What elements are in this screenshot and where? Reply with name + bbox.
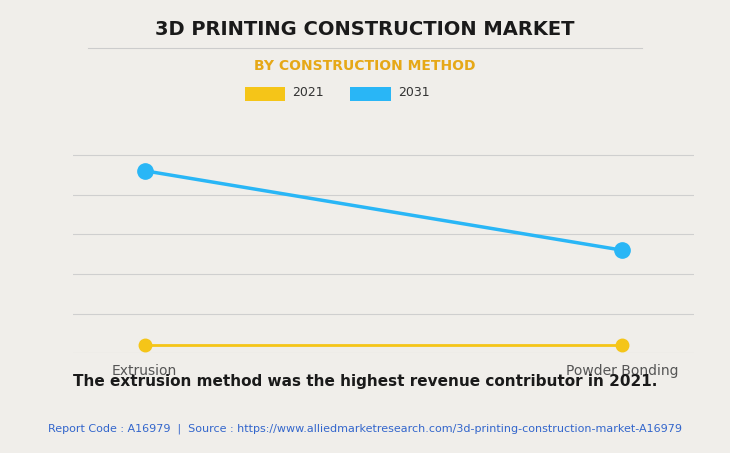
Text: 2021: 2021 [292,87,323,99]
Text: BY CONSTRUCTION METHOD: BY CONSTRUCTION METHOD [254,59,476,73]
Text: 2031: 2031 [398,87,429,99]
Text: The extrusion method was the highest revenue contributor in 2021.: The extrusion method was the highest rev… [73,374,657,389]
Text: Report Code : A16979  |  Source : https://www.alliedmarketresearch.com/3d-printi: Report Code : A16979 | Source : https://… [48,424,682,434]
Text: 3D PRINTING CONSTRUCTION MARKET: 3D PRINTING CONSTRUCTION MARKET [155,20,575,39]
